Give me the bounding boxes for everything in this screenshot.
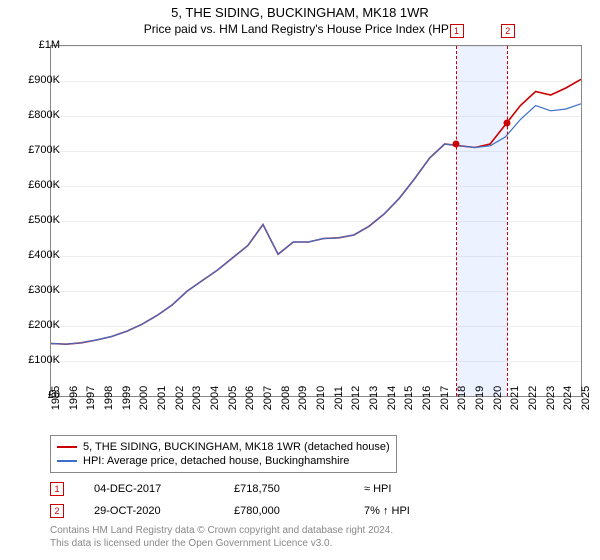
legend: 5, THE SIDING, BUCKINGHAM, MK18 1WR (det… [50, 435, 397, 473]
x-tick-label: 2014 [386, 386, 398, 410]
x-tick-label: 2017 [439, 386, 451, 410]
data-point-marker-icon: 2 [50, 504, 64, 518]
x-tick-label: 2020 [492, 386, 504, 410]
data-point-marker-icon: 1 [50, 482, 64, 496]
x-tick-label: 2000 [138, 386, 150, 410]
plot-area: 12 [50, 45, 582, 397]
marker-label-box: 1 [450, 24, 464, 38]
y-tick-label: £900K [15, 74, 60, 86]
x-tick-label: 2008 [280, 386, 292, 410]
y-tick-label: £200K [15, 319, 60, 331]
data-point-date: 04-DEC-2017 [94, 483, 204, 495]
y-tick-label: £800K [15, 109, 60, 121]
x-tick-label: 2005 [227, 386, 239, 410]
x-tick-label: 2018 [456, 386, 468, 410]
x-tick-label: 2007 [262, 386, 274, 410]
x-tick-label: 1995 [50, 386, 62, 410]
legend-entry: HPI: Average price, detached house, Buck… [57, 454, 390, 468]
marker-label-box: 2 [501, 24, 515, 38]
data-point-date: 29-OCT-2020 [94, 505, 204, 517]
footer-line-1: Contains HM Land Registry data © Crown c… [50, 524, 393, 537]
line-plot [51, 46, 581, 396]
x-tick-label: 2003 [191, 386, 203, 410]
data-point-price: £718,750 [234, 483, 334, 495]
data-point-row: 1 04-DEC-2017 £718,750 ≈ HPI [50, 478, 410, 500]
x-tick-label: 2011 [333, 386, 345, 410]
x-tick-label: 2013 [368, 386, 380, 410]
legend-swatch [57, 446, 77, 448]
x-tick-label: 2001 [156, 386, 168, 410]
x-tick-label: 1999 [121, 386, 133, 410]
legend-label: HPI: Average price, detached house, Buck… [83, 455, 349, 467]
x-tick-label: 2019 [474, 386, 486, 410]
y-tick-label: £100K [15, 354, 60, 366]
data-point-comparison: 7% ↑ HPI [364, 505, 410, 517]
x-tick-label: 2016 [421, 386, 433, 410]
legend-label: 5, THE SIDING, BUCKINGHAM, MK18 1WR (det… [83, 441, 390, 453]
x-tick-label: 1998 [103, 386, 115, 410]
x-tick-label: 2025 [580, 386, 592, 410]
data-point-price: £780,000 [234, 505, 334, 517]
x-tick-label: 2012 [350, 386, 362, 410]
marker-dot [503, 120, 510, 127]
x-tick-label: 2022 [527, 386, 539, 410]
y-tick-label: £400K [15, 249, 60, 261]
y-tick-label: £600K [15, 179, 60, 191]
y-tick-label: £1M [15, 39, 60, 51]
data-points-table: 1 04-DEC-2017 £718,750 ≈ HPI 2 29-OCT-2020 £78… [50, 478, 410, 522]
x-tick-label: 2024 [562, 386, 574, 410]
footer-line-2: This data is licensed under the Open Gov… [50, 537, 393, 550]
y-tick-label: £300K [15, 284, 60, 296]
x-tick-label: 1996 [68, 386, 80, 410]
x-tick-label: 2010 [315, 386, 327, 410]
x-tick-label: 1997 [85, 386, 97, 410]
x-tick-label: 2006 [244, 386, 256, 410]
y-tick-label: £500K [15, 214, 60, 226]
legend-entry: 5, THE SIDING, BUCKINGHAM, MK18 1WR (det… [57, 440, 390, 454]
x-tick-label: 2023 [545, 386, 557, 410]
x-tick-label: 2002 [174, 386, 186, 410]
data-point-comparison: ≈ HPI [364, 483, 391, 495]
chart-container: 5, THE SIDING, BUCKINGHAM, MK18 1WR Pric… [0, 0, 600, 560]
x-tick-label: 2015 [403, 386, 415, 410]
chart-title: 5, THE SIDING, BUCKINGHAM, MK18 1WR [0, 0, 600, 20]
y-tick-label: £700K [15, 144, 60, 156]
x-tick-label: 2009 [297, 386, 309, 410]
marker-dot [452, 141, 459, 148]
legend-swatch [57, 460, 77, 462]
x-tick-label: 2021 [509, 386, 521, 410]
data-point-row: 2 29-OCT-2020 £780,000 7% ↑ HPI [50, 500, 410, 522]
footer-attribution: Contains HM Land Registry data © Crown c… [50, 524, 393, 550]
x-tick-label: 2004 [209, 386, 221, 410]
